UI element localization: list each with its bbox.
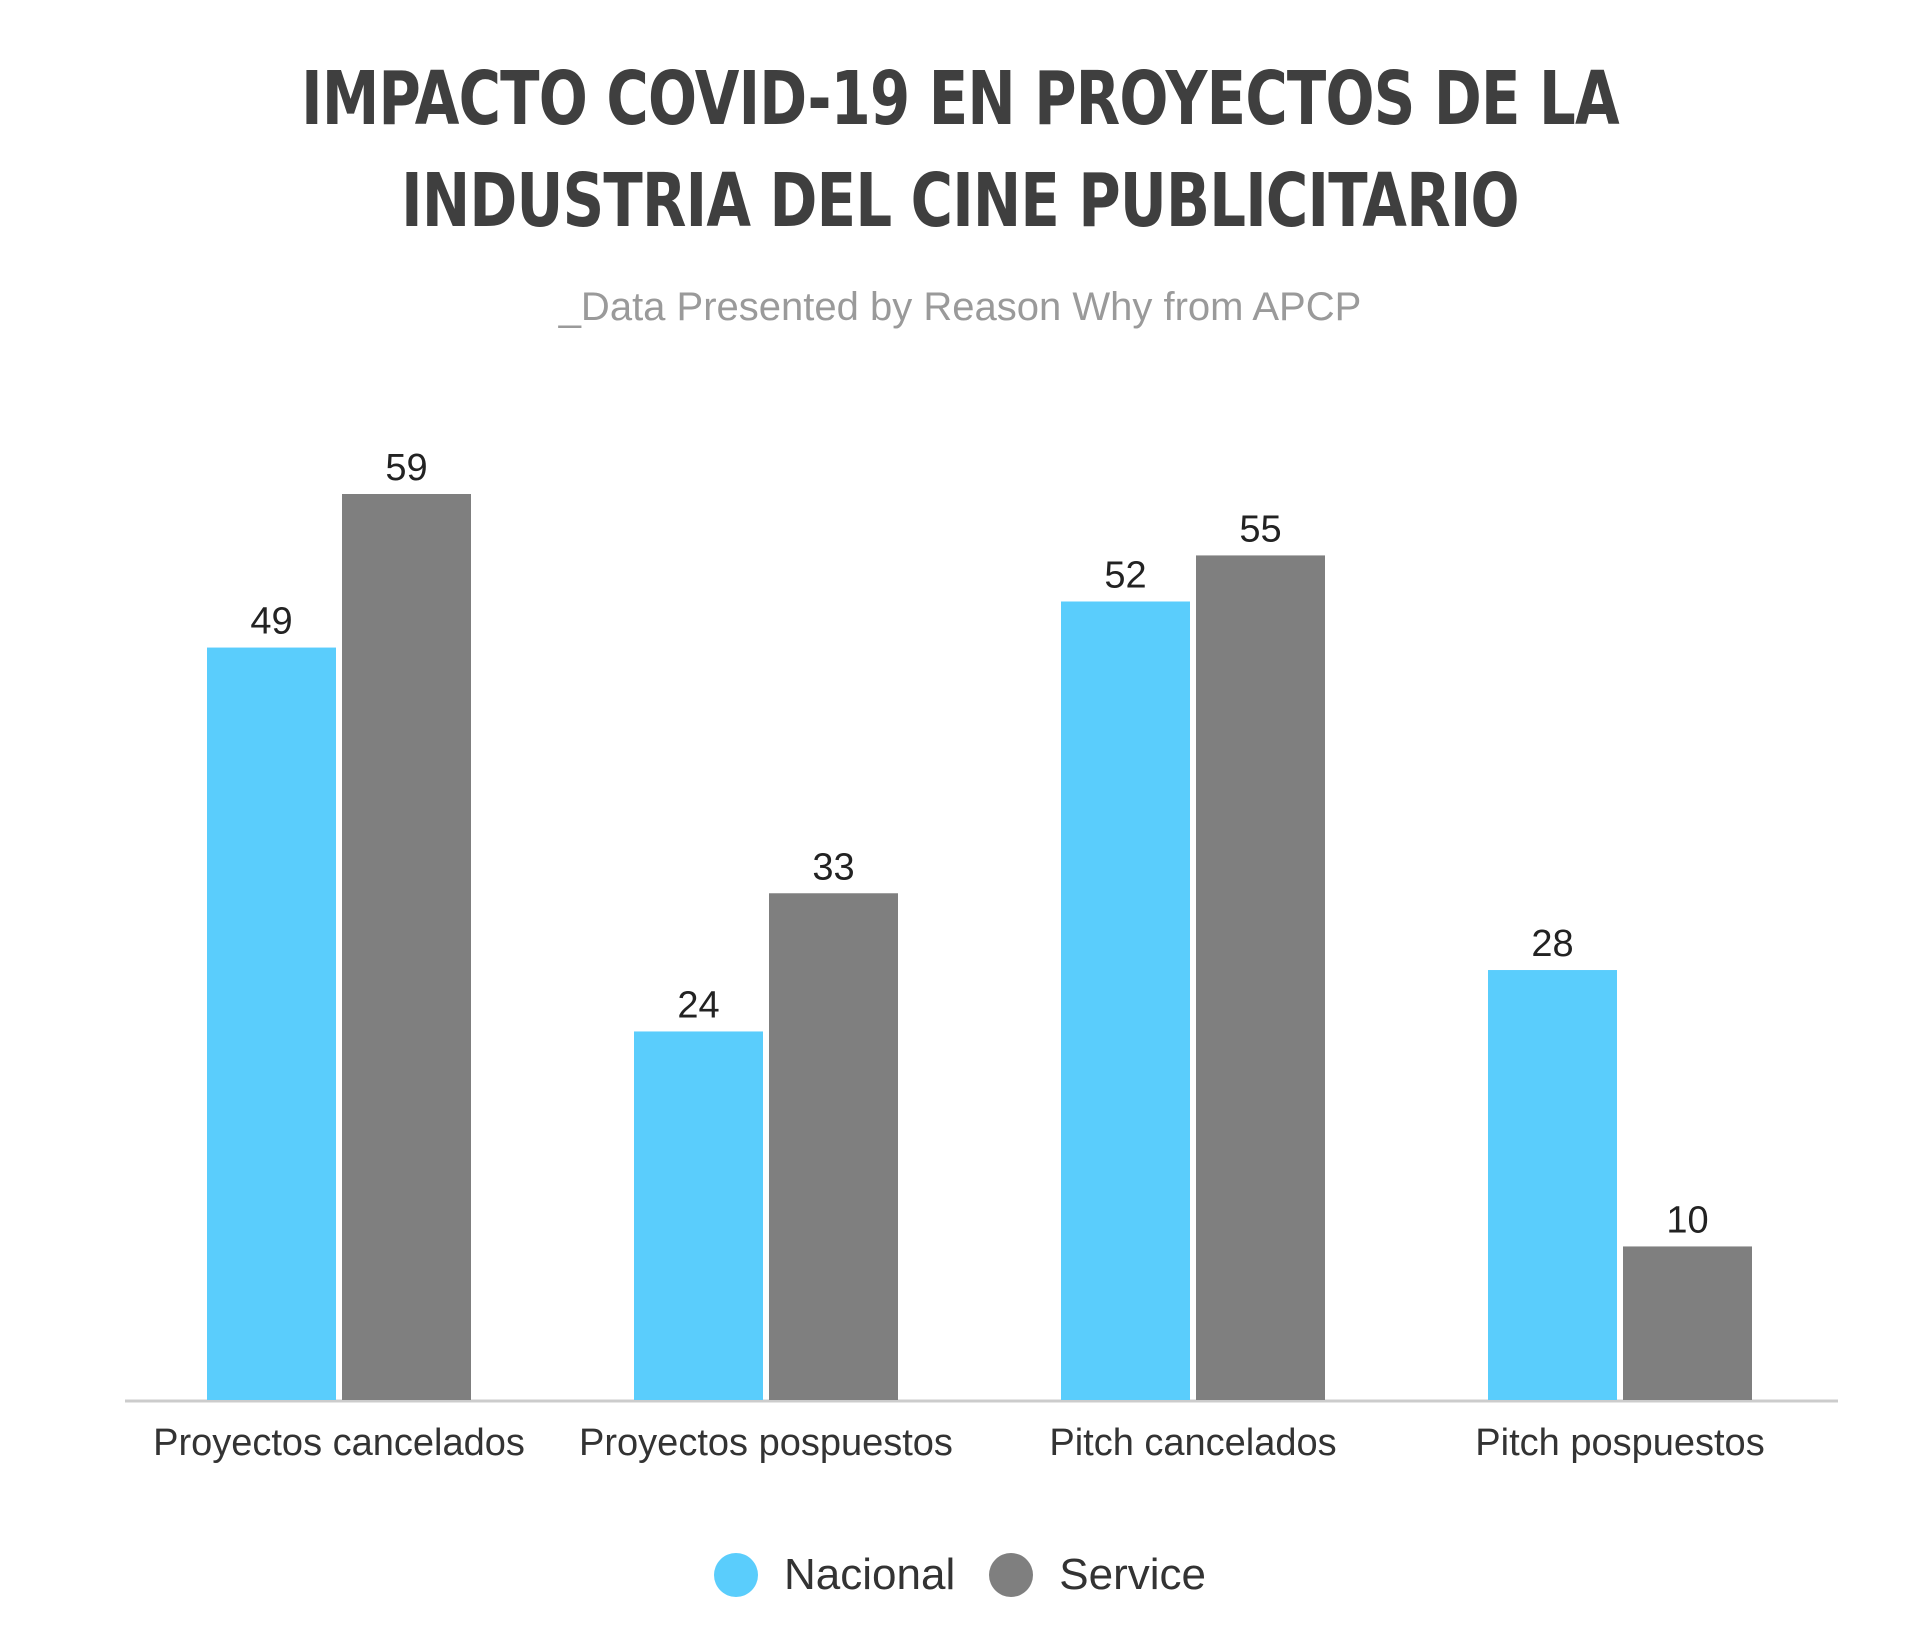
legend-swatch-nacional [714, 1553, 759, 1597]
legend: Nacional Service [0, 1550, 1920, 1600]
chart-subtitle: _Data Presented by Reason Why from APCP [558, 285, 1362, 329]
legend-label-service: Service [1059, 1550, 1206, 1599]
bar-nacional-1 [207, 647, 336, 1400]
legend-item-service: Service [989, 1550, 1206, 1600]
chart-title: IMPACTO COVID-19 EN PROYECTOS DE LA INDUS… [301, 56, 1620, 244]
legend-item-nacional: Nacional [714, 1550, 955, 1600]
data-label-service-4: 10 [1666, 1199, 1708, 1241]
data-label-nacional-1: 49 [250, 601, 292, 643]
bar-nacional-3 [1061, 601, 1190, 1400]
bar-nacional-4 [1488, 970, 1617, 1400]
x-tick-label-1: Proyectos cancelados [153, 1422, 525, 1464]
data-label-nacional-2: 24 [677, 984, 719, 1026]
data-label-nacional-4: 28 [1531, 923, 1573, 965]
bar-service-1 [342, 494, 471, 1400]
data-label-service-2: 33 [812, 846, 854, 888]
bar-nacional-2 [634, 1031, 763, 1400]
bar-service-4 [1623, 1246, 1752, 1400]
legend-swatch-service [989, 1553, 1034, 1597]
data-label-nacional-3: 52 [1104, 554, 1146, 596]
data-label-service-3: 55 [1239, 508, 1281, 550]
x-tick-label-3: Pitch cancelados [1049, 1422, 1336, 1464]
data-label-service-1: 59 [385, 447, 427, 489]
x-tick-label-2: Proyectos pospuestos [579, 1422, 953, 1464]
bar-service-3 [1196, 555, 1325, 1400]
x-tick-label-4: Pitch pospuestos [1475, 1422, 1764, 1464]
bar-service-2 [769, 893, 898, 1400]
legend-label-nacional: Nacional [784, 1550, 956, 1599]
